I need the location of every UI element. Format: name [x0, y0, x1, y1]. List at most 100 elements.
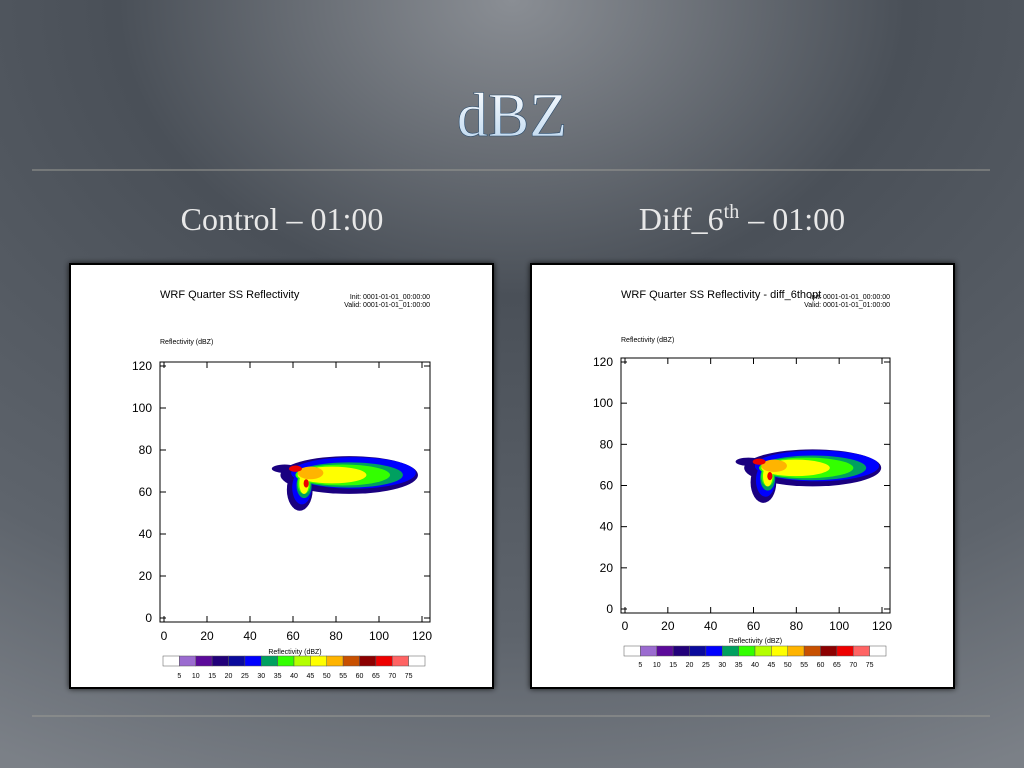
colorbar-label: 65: [372, 673, 380, 680]
y-tick-label: 100: [132, 401, 152, 415]
colorbar-box: [689, 645, 707, 657]
y-axis-label: Reflectivity (dBZ): [160, 339, 213, 346]
colorbar-label: 55: [800, 662, 808, 669]
colorbar-box: [803, 645, 821, 657]
colorbar-label: 45: [767, 662, 775, 669]
y-tick-label: 40: [139, 527, 153, 541]
x-tick-label: 40: [704, 619, 718, 633]
plot-image: WRF Quarter SS Reflectivity - diff_6thop…: [530, 263, 955, 689]
colorbar-box: [162, 655, 180, 667]
colorbar-label: 30: [257, 673, 265, 680]
x-tick-label: 100: [829, 619, 849, 633]
y-tick-label: 80: [139, 443, 153, 457]
colorbar-label: 70: [849, 662, 857, 669]
colorbar-box: [836, 645, 854, 657]
colorbar-label: 50: [323, 673, 331, 680]
colorbar-label: 25: [241, 673, 249, 680]
colorbar-box: [211, 655, 229, 667]
contour: [303, 479, 309, 488]
colorbar-box: [375, 655, 393, 667]
colorbar-box: [672, 645, 690, 657]
colorbar-box: [228, 655, 246, 667]
x-tick-label: 40: [243, 629, 257, 643]
colorbar-box: [195, 655, 213, 667]
y-tick-label: 20: [139, 569, 153, 583]
contour: [297, 466, 324, 480]
x-tick-label: 120: [872, 619, 892, 633]
slide-title: dBZ: [457, 82, 567, 150]
colorbar-box: [342, 655, 360, 667]
y-tick-label: 120: [132, 359, 152, 373]
colorbar-box: [656, 645, 674, 657]
x-tick-label: 60: [286, 629, 300, 643]
contour: [752, 458, 766, 465]
x-tick-label: 120: [412, 629, 432, 643]
plot-image: WRF Quarter SS Reflectivity Init: 0001-01…: [69, 263, 494, 689]
panel-caption: Control – 01:00: [181, 201, 384, 237]
colorbar-label: 30: [718, 662, 726, 669]
y-axis-label: Reflectivity (dBZ): [621, 337, 674, 344]
x-axis-label: Reflectivity (dBZ): [729, 638, 782, 645]
x-tick-label: 0: [161, 629, 168, 643]
colorbar-box: [869, 645, 887, 657]
colorbar-box: [705, 645, 723, 657]
colorbar-label: 15: [208, 673, 216, 680]
image-frame: [530, 263, 955, 689]
init-time: Init: 0001-01-01_00:00:00: [810, 294, 890, 301]
contour: [767, 472, 773, 481]
colorbar-box: [293, 655, 311, 667]
x-axis-label: Reflectivity (dBZ): [268, 649, 321, 656]
colorbar-box: [392, 655, 409, 667]
colorbar-label: 10: [192, 673, 200, 680]
y-tick-label: 60: [139, 485, 153, 499]
colorbar-label: 65: [833, 662, 841, 669]
colorbar-label: 5: [638, 662, 642, 669]
colorbar-box: [853, 645, 870, 657]
y-tick-label: 0: [145, 611, 152, 625]
colorbar-label: 75: [405, 673, 413, 680]
y-tick-label: 40: [600, 520, 614, 534]
valid-time: Valid: 0001-01-01_01:00:00: [344, 302, 430, 309]
plot-title: WRF Quarter SS Reflectivity - diff_6thop…: [621, 289, 821, 301]
colorbar-box: [820, 645, 838, 657]
colorbar-label: 20: [686, 662, 694, 669]
caption-text: – 01:00: [747, 201, 845, 237]
colorbar-label: 45: [306, 673, 314, 680]
x-tick-label: 100: [369, 629, 389, 643]
colorbar-box: [771, 645, 788, 657]
colorbar-label: 10: [653, 662, 661, 669]
colorbar-label: 35: [274, 673, 282, 680]
colorbar-box: [787, 645, 805, 657]
x-tick-label: 20: [661, 619, 675, 633]
colorbar-label: 40: [290, 673, 298, 680]
colorbar-label: 60: [356, 673, 364, 680]
x-tick-label: 60: [747, 619, 761, 633]
colorbar-label: 35: [735, 662, 743, 669]
colorbar-box: [261, 655, 278, 667]
colorbar-label: 60: [817, 662, 825, 669]
colorbar-label: 50: [784, 662, 792, 669]
valid-time: Valid: 0001-01-01_01:00:00: [804, 302, 890, 309]
colorbar-box: [738, 645, 756, 657]
caption-text: Diff_6: [639, 201, 724, 237]
colorbar-box: [244, 655, 262, 667]
y-tick-label: 100: [593, 396, 613, 410]
colorbar-box: [359, 655, 377, 667]
x-tick-label: 80: [790, 619, 804, 633]
colorbar-box: [326, 655, 344, 667]
panels: Control – 01:00 WRF Quarter SS Reflectivi…: [69, 201, 955, 689]
x-tick-label: 0: [622, 619, 629, 633]
colorbar-label: 55: [339, 673, 347, 680]
colorbar-box: [408, 655, 426, 667]
colorbar-box: [179, 655, 196, 667]
caption-superscript: th: [724, 201, 740, 223]
y-tick-label: 0: [606, 602, 613, 616]
colorbar-label: 25: [702, 662, 710, 669]
colorbar-box: [623, 645, 641, 657]
y-tick-label: 80: [600, 437, 614, 451]
init-time: Init: 0001-01-01_00:00:00: [350, 294, 430, 301]
plot-title: WRF Quarter SS Reflectivity: [160, 289, 300, 301]
y-tick-label: 20: [600, 561, 614, 575]
colorbar-label: 5: [177, 673, 181, 680]
